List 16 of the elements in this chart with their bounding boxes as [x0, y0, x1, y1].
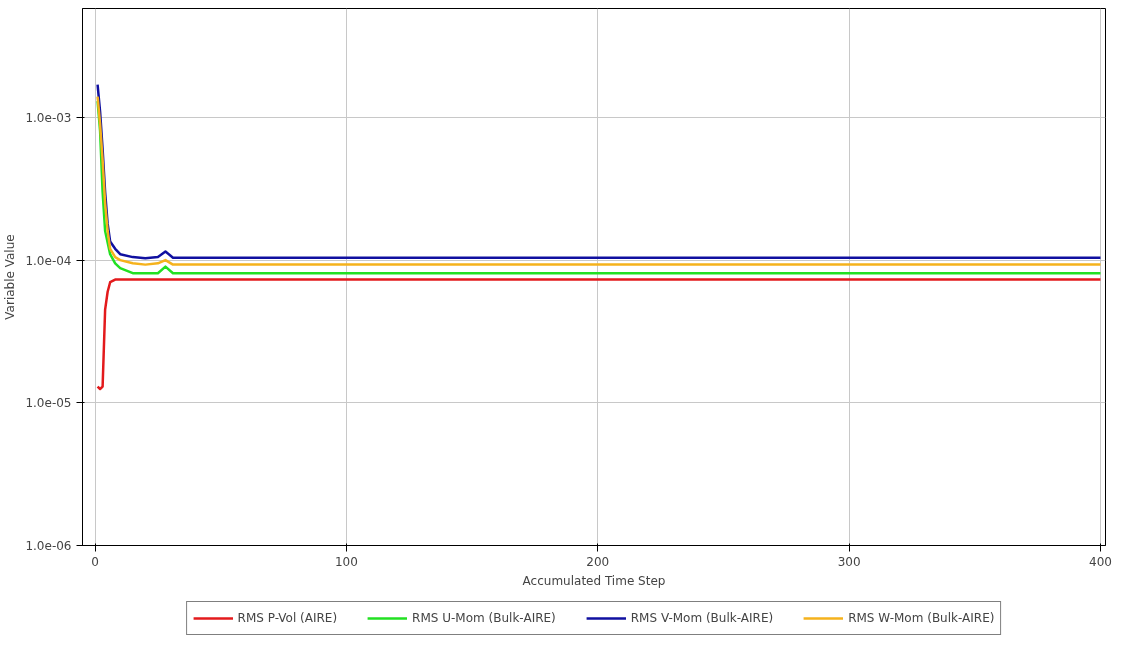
x-axis-title: Accumulated Time Step — [522, 573, 666, 588]
legend-label: RMS P-Vol (AIRE) — [237, 610, 338, 625]
y-axis-title: Variable Value — [3, 234, 18, 320]
legend-label: RMS V-Mom (Bulk-AIRE) — [630, 610, 774, 625]
x-tick-label: 400 — [1089, 554, 1112, 569]
y-tick-label: 1.0e-06 — [25, 539, 72, 553]
legend-label: RMS W-Mom (Bulk-AIRE) — [848, 610, 995, 625]
x-tick-label: 0 — [91, 554, 99, 569]
x-tick-label: 300 — [837, 554, 861, 569]
x-tick-label: 100 — [334, 554, 358, 569]
x-tick-label: 200 — [586, 554, 610, 569]
legend-label: RMS U-Mom (Bulk-AIRE) — [412, 610, 556, 625]
y-tick-label: 1.0e-04 — [25, 253, 72, 268]
y-tick-label: 1.0e-05 — [25, 396, 72, 411]
y-tick-label: 1.0e-03 — [25, 110, 72, 125]
line-series — [96, 278, 1102, 391]
